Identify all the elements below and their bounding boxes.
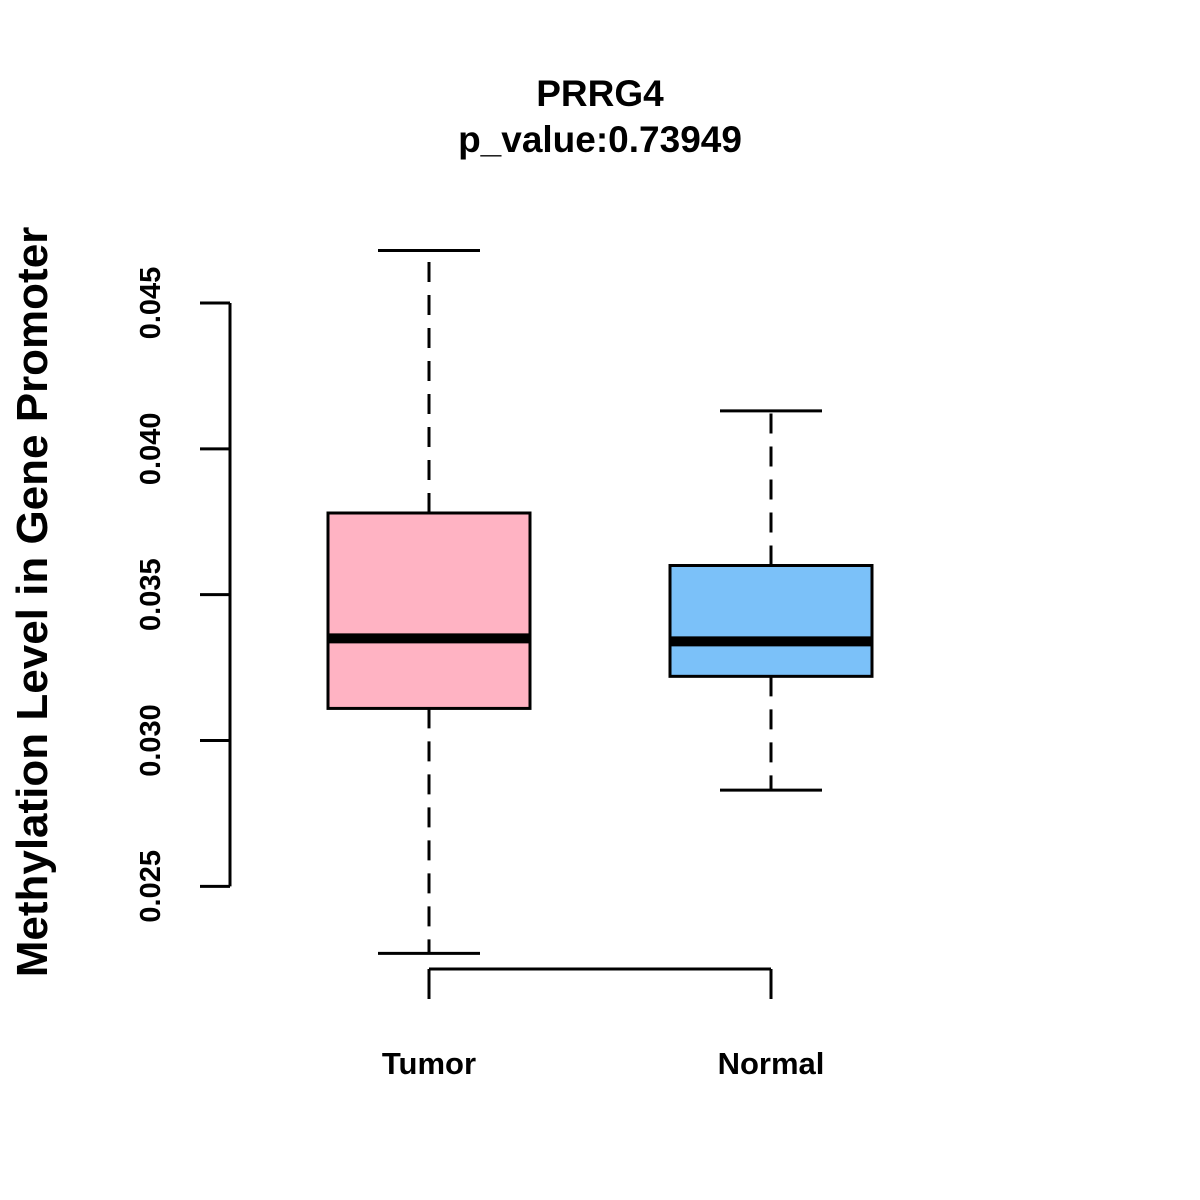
y-tick-label-0: 0.025 bbox=[135, 850, 167, 923]
y-axis: 0.025 0.030 0.035 0.040 0.045 bbox=[135, 267, 232, 923]
normal-iqr-box bbox=[668, 564, 874, 678]
y-axis-label: Methylation Level in Gene Promoter bbox=[8, 227, 57, 978]
box-tumor bbox=[326, 249, 532, 955]
boxes bbox=[326, 249, 874, 955]
chart-title: PRRG4 bbox=[536, 73, 664, 114]
y-tick-label-3: 0.040 bbox=[135, 413, 167, 486]
x-tick-label-1: Normal bbox=[718, 1046, 825, 1081]
x-tick-label-0: Tumor bbox=[382, 1046, 476, 1081]
x-axis: Tumor Normal bbox=[382, 967, 825, 1081]
box-normal bbox=[668, 409, 874, 792]
chart-subtitle: p_value:0.73949 bbox=[458, 119, 742, 160]
y-tick-label-1: 0.030 bbox=[135, 704, 167, 777]
y-tick-label-2: 0.035 bbox=[135, 558, 167, 631]
tumor-iqr-box bbox=[326, 511, 532, 710]
y-tick-label-4: 0.045 bbox=[135, 267, 167, 340]
